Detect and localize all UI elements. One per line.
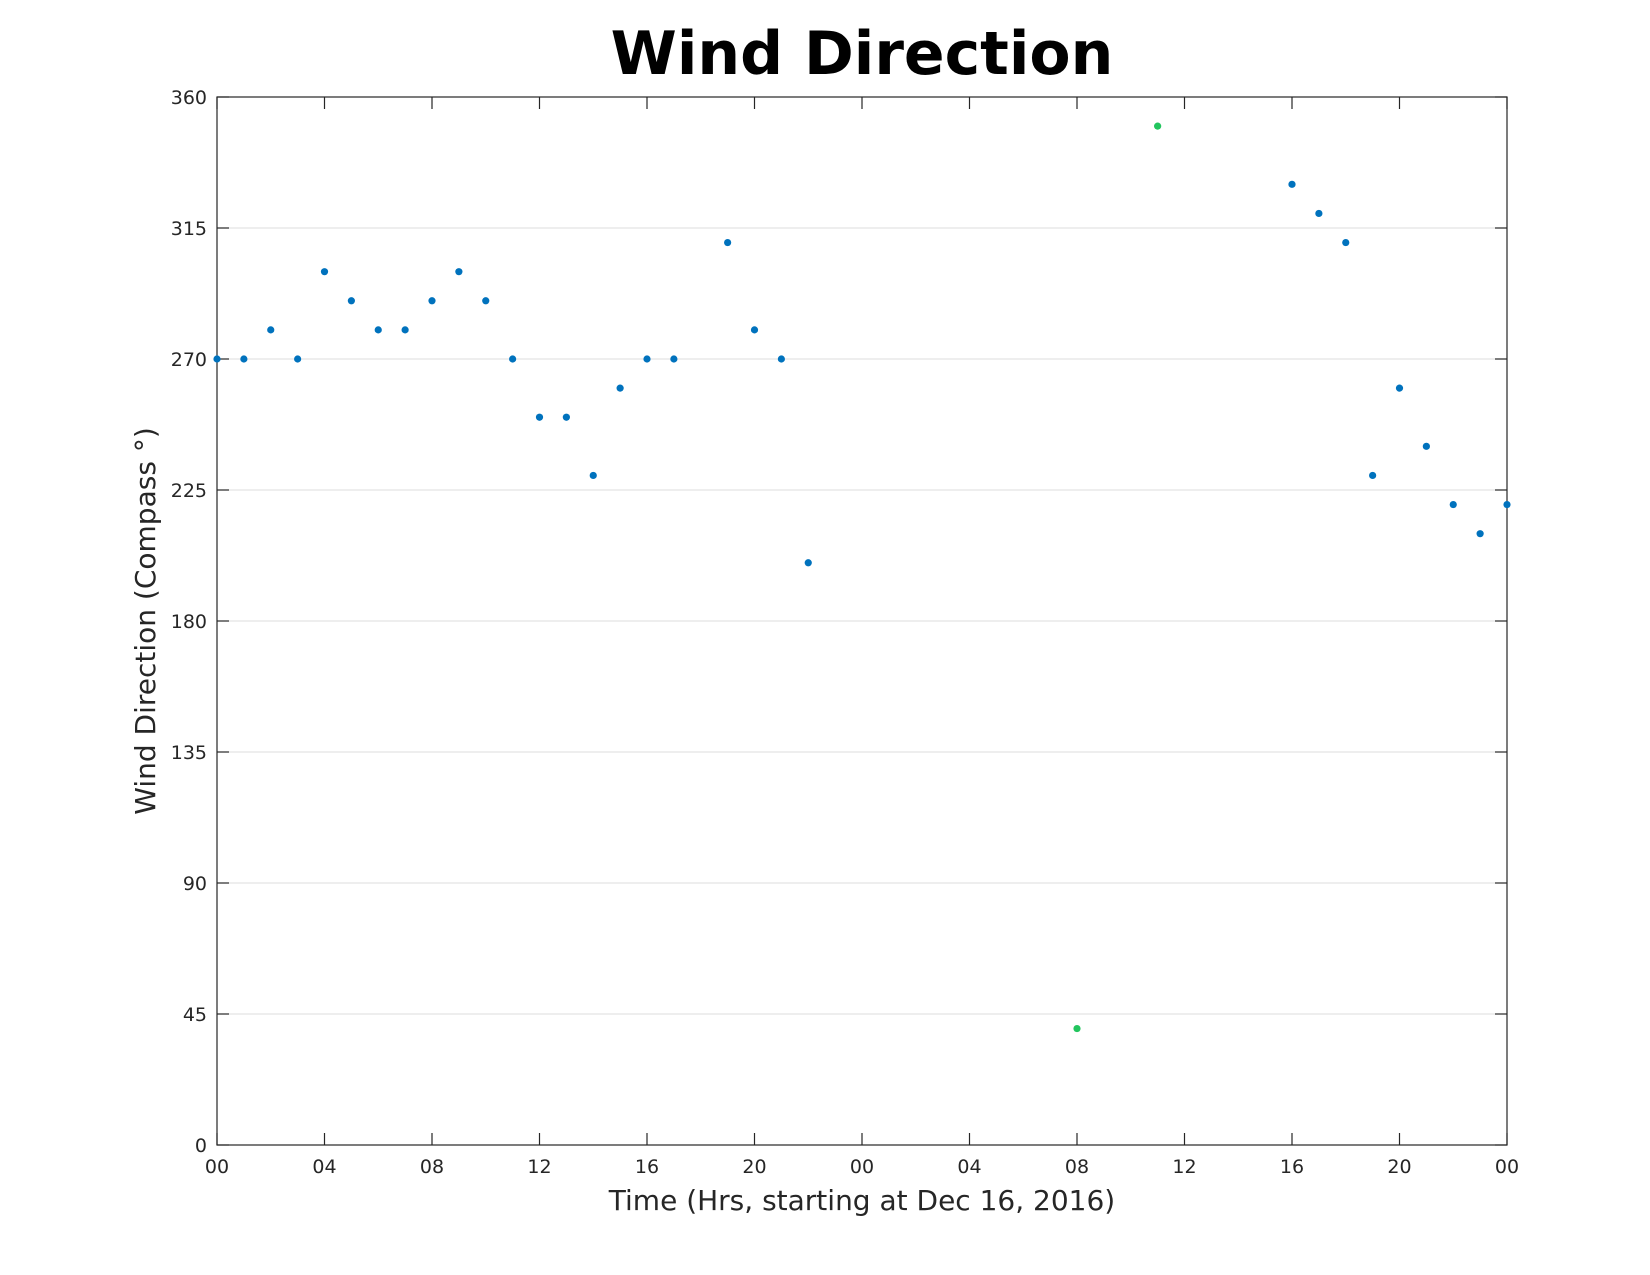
y-tick-label: 180: [171, 611, 207, 633]
data-point: [750, 326, 759, 334]
data-points: [213, 122, 1511, 1033]
data-point: [1449, 500, 1457, 509]
x-tick-label: 00: [205, 1156, 229, 1178]
chart-title: Wind Direction: [611, 19, 1114, 89]
data-point: [294, 355, 302, 363]
data-point: [1288, 180, 1296, 188]
x-axis-tick-labels: 00 04 08 12 16 20 00 04 08 12 16 20 00: [205, 1156, 1519, 1178]
y-tick-label: 270: [171, 349, 207, 371]
data-point: [267, 326, 275, 334]
y-tick-label: 225: [171, 480, 207, 502]
y-tick-label: 315: [171, 218, 207, 240]
data-point: [777, 355, 785, 363]
x-tick-label: 08: [420, 1156, 444, 1178]
data-point: [1476, 530, 1484, 538]
data-point: [1154, 122, 1162, 130]
data-point: [320, 268, 329, 276]
data-point: [804, 559, 812, 567]
data-point: [589, 471, 597, 480]
data-point: [1422, 442, 1430, 450]
x-tick-label: 20: [1387, 1156, 1411, 1178]
data-point: [455, 268, 463, 276]
data-point: [562, 413, 570, 421]
data-point: [1315, 209, 1323, 218]
data-point: [1369, 471, 1377, 480]
data-point: [428, 297, 436, 305]
y-tick-label: 135: [171, 742, 207, 764]
data-point: [724, 238, 732, 247]
data-point: [643, 355, 651, 363]
data-point: [482, 297, 490, 305]
data-point: [1073, 1024, 1081, 1033]
y-tick-label: 360: [171, 87, 207, 109]
y-tick-label: 45: [183, 1004, 207, 1026]
data-point: [240, 355, 248, 363]
data-point: [616, 384, 624, 392]
x-tick-label: 04: [957, 1156, 981, 1178]
data-point: [670, 355, 678, 363]
x-tick-label: 00: [850, 1156, 874, 1178]
y-axis-label: Wind Direction (Compass °): [129, 427, 162, 814]
x-tick-label: 20: [742, 1156, 766, 1178]
x-tick-label: 00: [1495, 1156, 1519, 1178]
data-point: [347, 297, 355, 305]
data-point: [374, 326, 382, 334]
x-tick-label: 04: [312, 1156, 336, 1178]
data-point: [509, 355, 517, 363]
x-tick-label: 12: [527, 1156, 551, 1178]
data-point: [213, 355, 221, 363]
x-axis-label: Time (Hrs, starting at Dec 16, 2016): [608, 1184, 1115, 1217]
x-tick-label: 16: [1280, 1156, 1304, 1178]
x-tick-label: 12: [1172, 1156, 1196, 1178]
data-point: [1342, 238, 1350, 247]
x-tick-label: 08: [1065, 1156, 1089, 1178]
data-point: [1503, 500, 1511, 509]
data-point: [401, 326, 409, 334]
y-tick-label: 0: [195, 1135, 207, 1157]
y-tick-label: 90: [183, 873, 207, 895]
y-axis-tick-labels: 0 45 90 135 180 225 270 315 360: [171, 87, 207, 1157]
grid-lines: [217, 227, 1507, 1015]
data-point: [535, 413, 544, 421]
x-tick-label: 16: [635, 1156, 659, 1178]
axis-ticks: [216, 96, 1508, 1146]
data-point: [1395, 384, 1404, 392]
